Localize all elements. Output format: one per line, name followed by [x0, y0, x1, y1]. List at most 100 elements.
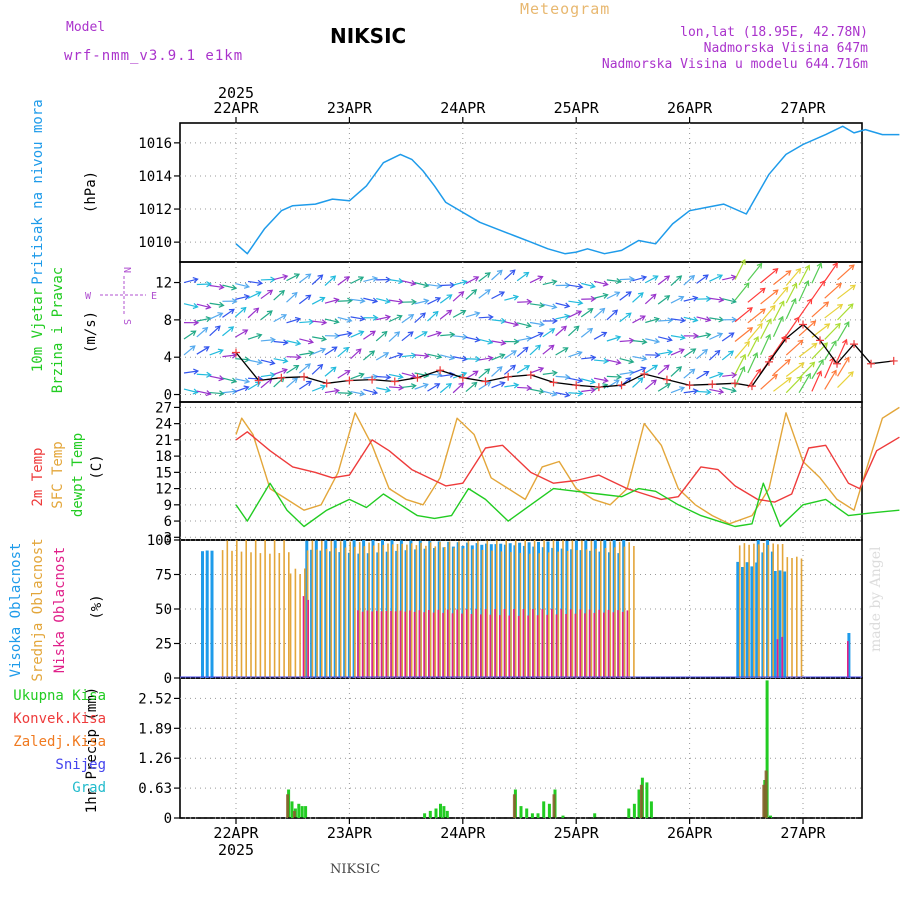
wind-arrow-head	[805, 372, 811, 379]
wind-arrow-head	[410, 372, 417, 379]
wind-arrow	[568, 377, 583, 382]
wind-arrow	[632, 340, 647, 343]
wind-arrow-head	[637, 292, 644, 298]
wind-arrow	[747, 323, 763, 341]
wind-arrow-head	[344, 370, 351, 376]
wind-arrow-head	[411, 298, 417, 306]
cloud-bar-2	[612, 612, 615, 678]
wind-arrow-head	[730, 387, 737, 394]
wind-arrow-head	[587, 308, 594, 314]
wind-arrow	[811, 301, 829, 318]
wind-arrow	[453, 335, 468, 338]
wind-arrow-head	[718, 296, 725, 303]
wind-arrow-head	[190, 330, 197, 336]
wind-arrow-head	[692, 295, 699, 302]
cloud-bar-2	[404, 611, 406, 678]
wind-gust-marker	[300, 372, 309, 381]
precip-legend-2: Zaledj.Kisa	[13, 734, 106, 750]
pressure-unit: (hPa)	[83, 171, 99, 213]
cloud-bar-1	[748, 544, 750, 678]
wind-arrow-head	[587, 327, 594, 334]
wind-arrow	[401, 354, 416, 358]
wind-arrow-head	[423, 371, 430, 379]
cloud-bar-1	[278, 553, 281, 678]
cloud-bar-1	[221, 550, 224, 678]
wind-arrow	[670, 318, 685, 322]
wind-arrow-head	[512, 294, 520, 301]
wind-arrow	[785, 362, 805, 377]
wind-arrow-head	[523, 271, 530, 278]
wind-arrow	[772, 286, 789, 305]
wind-gust-marker	[867, 359, 876, 368]
wind-arrow-head	[282, 339, 289, 346]
wind-arrow	[593, 294, 608, 299]
wind-arrow-head	[768, 354, 774, 361]
wind-arrow	[632, 367, 646, 374]
wind-arrow-head	[446, 309, 453, 316]
wind-arrow-head	[603, 357, 610, 365]
cloud-bar-1	[543, 540, 545, 678]
cloud-bar-2	[484, 609, 487, 678]
cloud-bar-0	[745, 562, 749, 678]
panel-frame-2	[179, 401, 863, 541]
wind-arrow-head	[810, 320, 817, 327]
wind-arrow	[670, 387, 685, 394]
cloud-bar-1	[604, 548, 607, 678]
wind-arrow-head	[844, 356, 850, 363]
wind-arrow-head	[654, 351, 661, 359]
cloud-bar-2	[513, 609, 515, 678]
wind-arrow-head	[330, 366, 337, 373]
wind-arrow	[491, 354, 505, 361]
wind-arrow-head	[432, 310, 439, 317]
wind-arrow	[529, 321, 544, 326]
wind-arrow	[734, 259, 746, 280]
wind-arrow	[248, 377, 263, 380]
wind-arrow-head	[398, 278, 405, 285]
wind-arrow	[311, 385, 326, 392]
cloud-bar-1	[552, 540, 555, 678]
wind-arrow	[273, 314, 287, 323]
cloud-bar-2	[302, 596, 305, 678]
ytick-label-4-0: 0	[164, 811, 172, 827]
wind-arrow	[209, 284, 224, 289]
precip-legend-3: Snijeg	[55, 757, 106, 773]
wind-arrow-head	[436, 371, 443, 378]
wind-arrow-head	[461, 279, 468, 286]
cloud-bar-1	[758, 545, 760, 678]
wind-arrow-head	[347, 390, 353, 397]
wind-arrow	[773, 270, 792, 286]
wind-arrow	[401, 372, 416, 378]
wind-arrow-head	[690, 348, 697, 354]
wind-arrow	[273, 358, 288, 362]
precip-bar-1	[512, 794, 516, 818]
ytick-label-2-6: 21	[155, 433, 172, 449]
cloud-bar-1	[762, 543, 765, 678]
wind-arrow-head	[295, 339, 302, 346]
wind-arrow	[837, 303, 854, 321]
wind-arrow-head	[396, 314, 403, 321]
wind-arrow	[785, 298, 797, 320]
wind-arrow	[414, 282, 429, 287]
wind-arrow-head	[499, 353, 506, 359]
cloud-bar-0	[778, 570, 782, 678]
wind-arrow-head	[637, 377, 644, 383]
cloud-bar-1	[571, 540, 574, 678]
wind-arrow-head	[513, 382, 520, 389]
wind-arrow	[350, 373, 364, 380]
wind-arrow-head	[548, 344, 555, 351]
wind-arrow	[734, 354, 746, 375]
wind-arrow	[529, 388, 544, 393]
wind-arrow	[581, 282, 595, 288]
wind-arrow-head	[189, 345, 196, 351]
cloud-bar-1	[259, 553, 262, 678]
wind-arrow	[658, 351, 673, 355]
wind-arrow-head	[640, 366, 647, 373]
wind-arrow-head	[231, 377, 238, 384]
wind-arrow-head	[744, 340, 750, 347]
cloud-bar-1	[633, 546, 635, 678]
wind-arrow	[555, 375, 570, 378]
wind-arrow	[375, 352, 389, 361]
cloud-bar-1	[236, 540, 238, 678]
cloud-bar-1	[245, 540, 247, 678]
cloud-bar-1	[387, 543, 389, 678]
